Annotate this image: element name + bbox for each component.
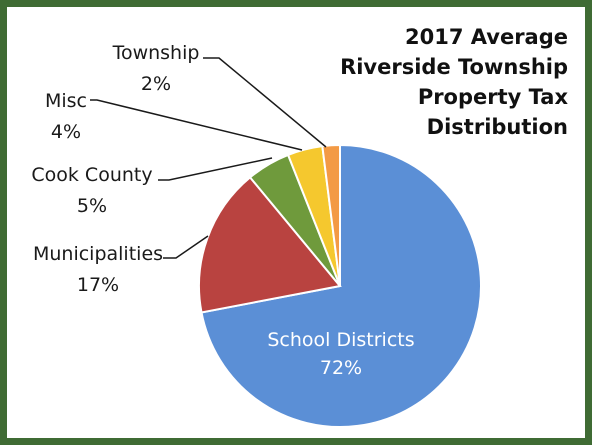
pie-slice-municipalities [198,175,342,314]
chart-title: 2017 Average Riverside Township Property… [248,22,568,142]
leader-cook-county [158,157,273,181]
slice-value-municipalities: 17% [77,274,119,296]
chart-title-line-4: Distribution [426,115,568,139]
slice-label-cook-county: Cook County [31,164,152,186]
leader-misc [90,99,303,151]
chart-title-line-3: Property Tax [417,85,568,109]
leader-municipalities [163,235,209,259]
pie-slices [198,143,482,428]
slice-value-misc: 4% [51,121,81,143]
leader-lines [90,57,327,259]
chart-title-line-2: Riverside Township [340,55,568,79]
pie-slice-township [321,143,341,287]
chart-title-line-1: 2017 Average [405,25,568,49]
slice-label-misc: Misc [45,90,87,112]
leader-township [203,57,327,148]
slice-value-school-districts: 72% [320,357,362,379]
slice-value-township: 2% [141,73,171,95]
slice-label-school-districts: School Districts [267,329,414,351]
slice-label-municipalities: Municipalities [33,243,163,265]
slice-value-cook-county: 5% [77,195,107,217]
slice-label-township: Township [112,42,200,64]
